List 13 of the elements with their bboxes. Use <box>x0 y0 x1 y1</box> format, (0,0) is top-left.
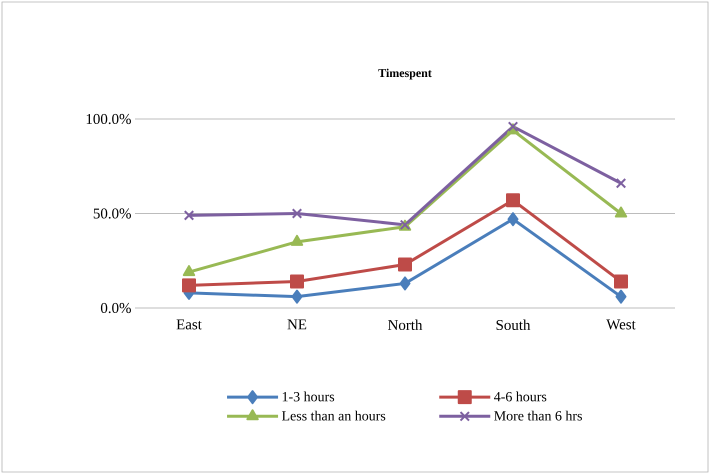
chart-title: Timespent <box>378 68 432 80</box>
x-tick-label: West <box>606 320 636 330</box>
x-tick-label: North <box>388 320 422 330</box>
y-tick-label: 50.0% <box>94 208 131 219</box>
legend-label: 4-6 hours <box>494 392 546 402</box>
legend-label: More than 6 hrs <box>494 410 582 421</box>
x-tick-label: South <box>496 320 530 330</box>
x-tick-label: East <box>176 320 202 330</box>
legend-label: 1-3 hours <box>282 392 334 402</box>
y-tick-label: 0.0% <box>100 302 131 314</box>
y-tick-label: 100.0% <box>86 114 131 124</box>
legend-label: Less than an hours <box>282 410 386 421</box>
x-tick-label: NE <box>287 320 306 330</box>
